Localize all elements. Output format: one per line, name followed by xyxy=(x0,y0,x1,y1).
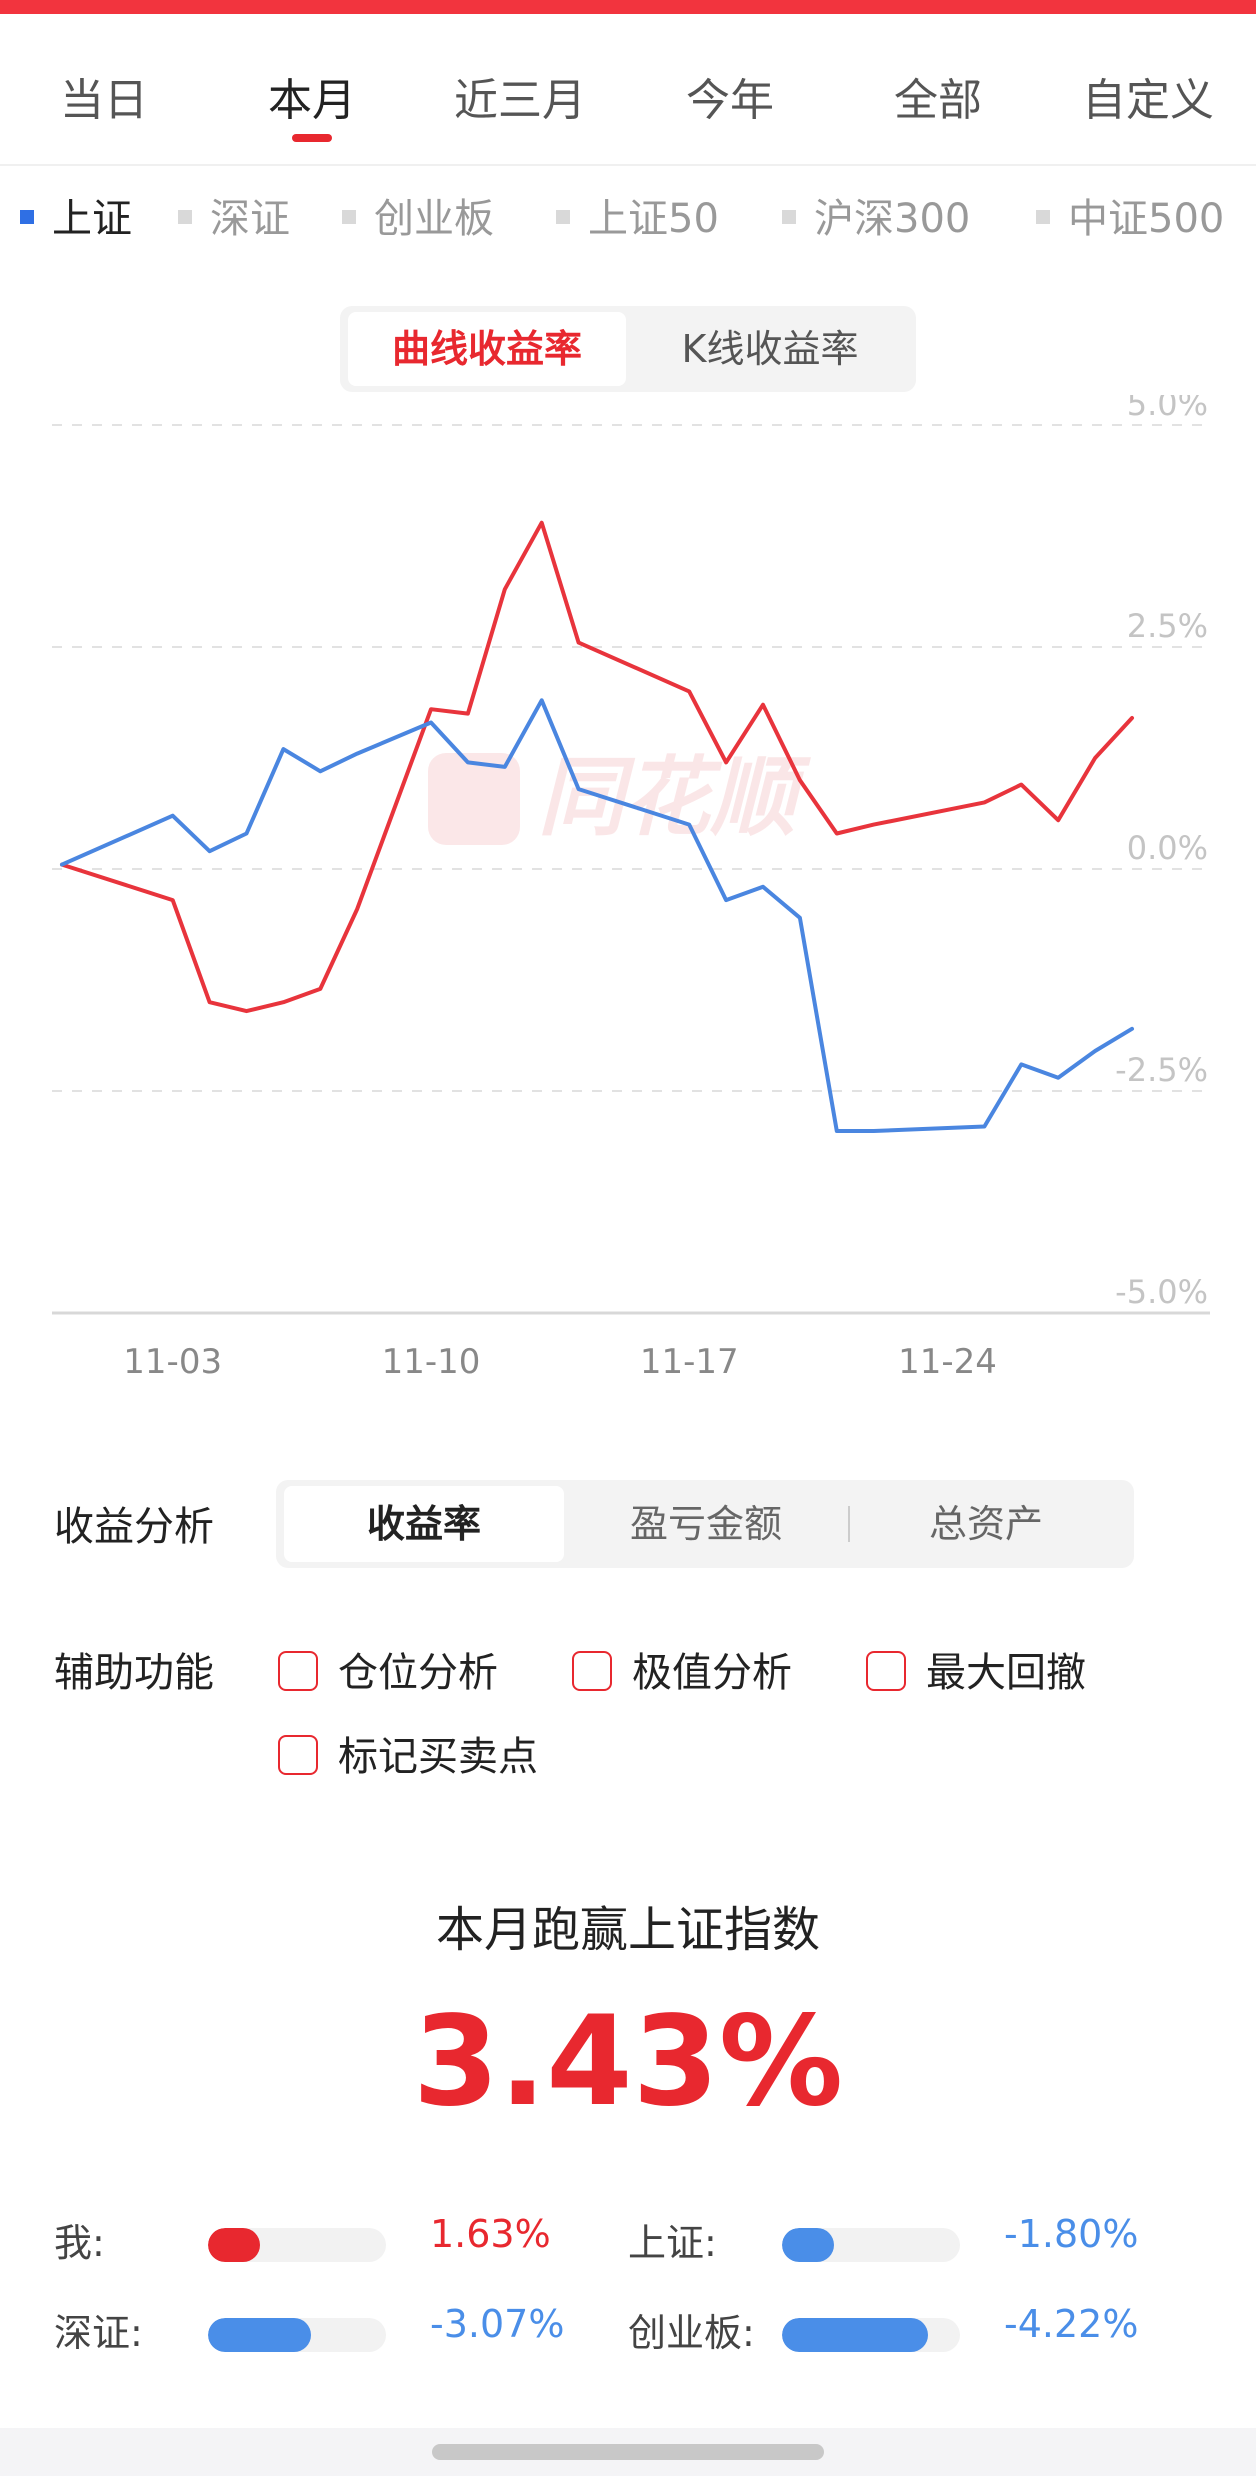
profit-amount-option[interactable]: 盈亏金额 xyxy=(629,1502,782,1546)
series-marker-icon xyxy=(1036,210,1050,224)
y-tick-label: 5.0% xyxy=(1127,395,1208,423)
extreme-analysis-checkbox[interactable]: 极值分析 xyxy=(572,1640,792,1698)
return-line-chart: 同花顺 5.0%2.5%0.0%-2.5%-5.0% 11-03 11-10 11-… xyxy=(52,395,1210,1382)
option-divider xyxy=(848,1506,850,1542)
x-tick-label: 11-10 xyxy=(382,1342,481,1382)
comparison-shanghai: 上证: -1.80% xyxy=(628,2206,1228,2266)
comparison-value: -4.22% xyxy=(1004,2302,1139,2346)
comparison-bar xyxy=(208,2318,386,2352)
series-marker-icon xyxy=(342,210,356,224)
series-marker-icon xyxy=(178,210,192,224)
series-marker-icon xyxy=(20,210,34,224)
tab-all[interactable]: 全部 xyxy=(894,75,982,126)
x-axis-labels: 11-03 11-10 11-17 11-24 xyxy=(123,1342,997,1382)
comparison-value: -3.07% xyxy=(430,2302,565,2346)
comparison-bar-fill xyxy=(208,2318,312,2352)
beat-index-value: 3.43% xyxy=(412,1990,844,2134)
tab-three-months[interactable]: 近三月 xyxy=(454,75,586,126)
index-selector: 上证 深证 创业板 上证50 沪深300 中证500 xyxy=(0,186,1256,246)
checkbox-icon xyxy=(278,1735,318,1775)
checkbox-icon xyxy=(278,1651,318,1691)
x-tick-label: 11-03 xyxy=(123,1342,222,1382)
watermark-logo: 同花顺 xyxy=(428,748,811,848)
x-tick-label: 11-17 xyxy=(640,1342,739,1382)
index-return-line xyxy=(60,698,1134,1133)
tab-this-month[interactable]: 本月 xyxy=(268,75,356,126)
comparison-label: 上证: xyxy=(628,2221,717,2265)
comparison-bar-fill xyxy=(208,2228,260,2262)
index-shanghai[interactable]: 上证 xyxy=(20,186,132,244)
series-marker-icon xyxy=(782,210,796,224)
index-sse50[interactable]: 上证50 xyxy=(556,186,719,244)
comparison-label: 深证: xyxy=(54,2311,143,2355)
mark-trades-checkbox[interactable]: 标记买卖点 xyxy=(278,1724,538,1782)
y-tick-label: 0.0% xyxy=(1127,829,1208,867)
comparison-bar-fill xyxy=(782,2228,834,2262)
comparison-chinext: 创业板: -4.22% xyxy=(628,2296,1228,2356)
comparison-value: 1.63% xyxy=(430,2212,551,2256)
series-marker-icon xyxy=(556,210,570,224)
index-csi300[interactable]: 沪深300 xyxy=(782,186,970,244)
beat-index-title: 本月跑赢上证指数 xyxy=(435,1902,820,1958)
comparison-bar xyxy=(782,2318,960,2352)
comparison-bar xyxy=(782,2228,960,2262)
position-analysis-checkbox[interactable]: 仓位分析 xyxy=(278,1640,498,1698)
total-assets-option[interactable]: 总资产 xyxy=(928,1502,1043,1546)
period-tabs: 当日 本月 近三月 今年 全部 自定义 xyxy=(0,14,1256,166)
index-csi500[interactable]: 中证500 xyxy=(1036,186,1224,244)
aux-functions-label: 辅助功能 xyxy=(54,1650,214,1696)
home-indicator[interactable] xyxy=(432,2444,824,2460)
k-line-return-option[interactable]: K线收益率 xyxy=(681,327,859,371)
y-tick-label: -2.5% xyxy=(1115,1051,1208,1089)
y-tick-label: 2.5% xyxy=(1127,607,1208,645)
series-lines xyxy=(60,520,1134,1133)
chart-gridlines xyxy=(52,424,1210,1315)
max-drawdown-checkbox[interactable]: 最大回撤 xyxy=(866,1640,1086,1698)
index-shenzhen[interactable]: 深证 xyxy=(178,186,290,244)
top-accent-bar xyxy=(0,0,1256,14)
checkbox-icon xyxy=(866,1651,906,1691)
y-tick-label: -5.0% xyxy=(1115,1273,1208,1311)
index-chinext[interactable]: 创业板 xyxy=(342,186,494,244)
checkbox-icon xyxy=(572,1651,612,1691)
x-tick-label: 11-24 xyxy=(898,1342,997,1382)
chart-type-switch: 曲线收益率 K线收益率 xyxy=(340,306,916,392)
tab-today[interactable]: 当日 xyxy=(60,75,148,126)
comparison-bar-fill xyxy=(782,2318,928,2352)
comparison-label: 我: xyxy=(54,2221,105,2265)
analysis-switch: 收益率 盈亏金额 总资产 xyxy=(276,1480,1134,1568)
comparison-value: -1.80% xyxy=(1004,2212,1139,2256)
return-rate-option[interactable]: 收益率 xyxy=(284,1486,564,1562)
comparison-bar xyxy=(208,2228,386,2262)
tab-custom[interactable]: 自定义 xyxy=(1082,75,1214,126)
y-axis-labels: 5.0% 2.5% 0.0% -2.5% -5.0% xyxy=(1115,395,1208,1311)
my-return-line xyxy=(60,520,1134,1014)
tab-this-year[interactable]: 今年 xyxy=(686,75,774,126)
comparison-shenzhen: 深证: -3.07% xyxy=(54,2296,614,2356)
comparison-label: 创业板: xyxy=(628,2311,755,2355)
active-tab-indicator xyxy=(292,134,332,142)
comparison-mine: 我: 1.63% xyxy=(54,2206,614,2266)
svg-text:同花顺: 同花顺 xyxy=(538,748,811,848)
analysis-label: 收益分析 xyxy=(54,1504,214,1550)
curve-return-option[interactable]: 曲线收益率 xyxy=(348,312,626,386)
